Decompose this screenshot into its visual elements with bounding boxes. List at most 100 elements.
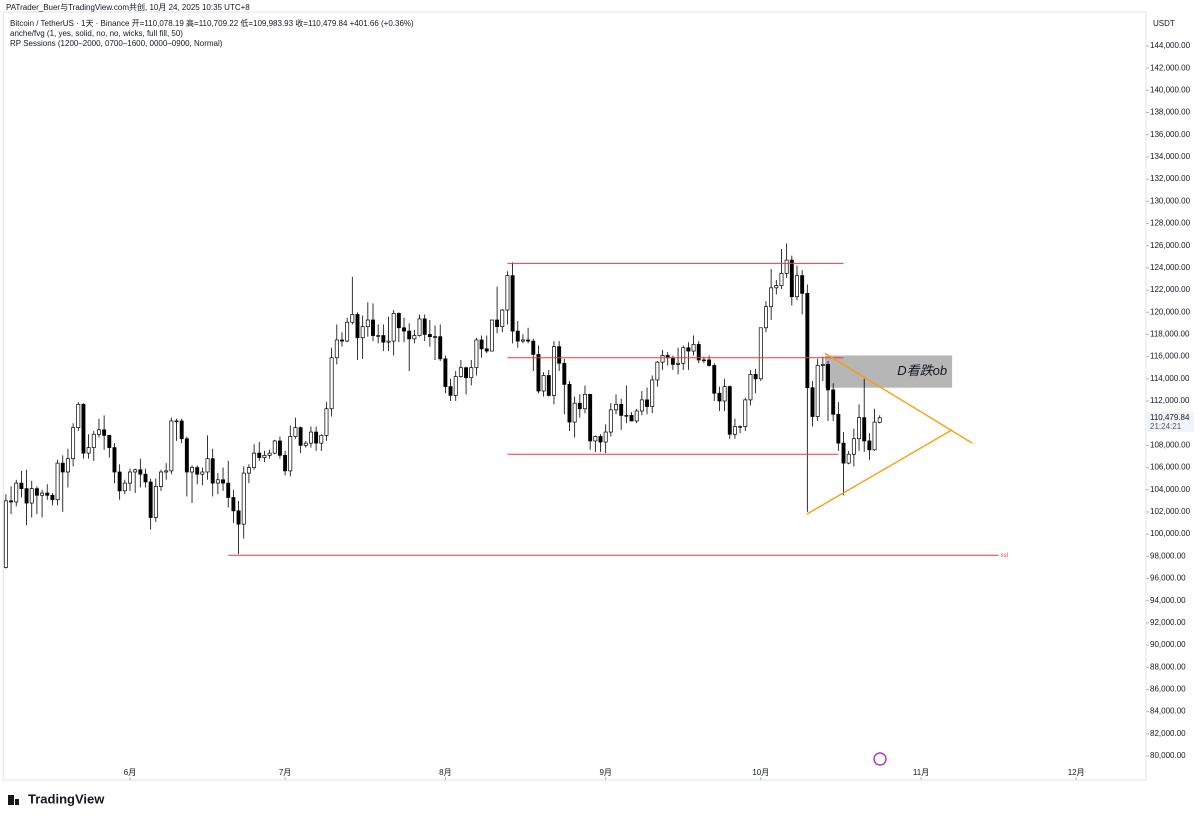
x-tick-label: 10月 — [752, 768, 769, 777]
candle-body — [712, 365, 717, 394]
candle-body — [598, 436, 603, 443]
candle-body — [562, 362, 567, 385]
candle-body — [469, 367, 474, 379]
x-tick-label: 6月 — [124, 768, 136, 777]
x-tick-label: 11月 — [913, 768, 929, 777]
candle-body — [851, 438, 856, 455]
candle-body — [583, 393, 587, 410]
candle-body — [779, 273, 784, 286]
y-tick-label: 100,000.00 — [1150, 529, 1191, 538]
candle-body — [200, 471, 205, 475]
candle-body — [386, 340, 391, 343]
candle-body — [696, 344, 701, 361]
x-tick-label: 9月 — [599, 768, 611, 777]
y-tick-label: 122,000.00 — [1150, 285, 1191, 294]
attribution: PATrader_Buer与TradingView.com共创, 10月 24,… — [6, 2, 250, 12]
candle-body — [624, 415, 629, 417]
candle-body — [179, 420, 184, 440]
candle-body — [298, 427, 303, 446]
candle-body — [112, 447, 117, 473]
y-tick-label: 84,000.00 — [1150, 707, 1186, 716]
candle-body — [593, 436, 598, 442]
candle-body — [159, 471, 163, 487]
symbol-line: Bitcoin / TetherUS · 1天 · Binance 开=110,… — [10, 18, 414, 28]
y-tick-label: 118,000.00 — [1150, 330, 1190, 339]
candle-body — [86, 447, 91, 454]
candle-body — [841, 442, 846, 464]
icon[interactable] — [873, 752, 887, 766]
y-tick-label: 124,000.00 — [1150, 263, 1191, 272]
y-tick-label: 80,000.00 — [1150, 751, 1186, 760]
candle-body — [262, 455, 267, 458]
candle-body — [645, 399, 649, 407]
last-price: 110,479.84 — [1150, 413, 1190, 422]
candle-body — [639, 399, 644, 412]
candle-body — [567, 384, 572, 423]
candle-body — [458, 367, 463, 377]
candle-body — [774, 285, 779, 289]
candle-body — [402, 327, 406, 332]
candle-body — [536, 354, 541, 392]
candle-body — [40, 492, 45, 496]
indicator: RP Sessions (1200–2000, 0700–1600, 0000–… — [10, 39, 223, 48]
candle-body — [515, 330, 520, 342]
candle-body — [681, 347, 686, 364]
candle-body — [748, 374, 753, 401]
y-tick-label: 142,000.00 — [1150, 63, 1191, 72]
candle-body — [267, 452, 272, 456]
candle-body — [784, 259, 789, 274]
candle-body — [97, 429, 101, 435]
candle-body — [24, 488, 29, 504]
candle-body — [608, 409, 613, 433]
y-tick-label: 140,000.00 — [1150, 85, 1191, 94]
level-label: ssl — [1001, 553, 1008, 559]
candle-body — [738, 426, 743, 428]
y-tick-label: 102,000.00 — [1150, 507, 1191, 516]
x-tick-label: 12月 — [1068, 768, 1085, 777]
candle-body — [190, 467, 194, 473]
candle-body — [102, 429, 107, 436]
y-tick-label: 90,000.00 — [1150, 640, 1186, 649]
candle-body — [226, 482, 231, 498]
candle-body — [143, 473, 148, 483]
candle-body — [241, 472, 246, 525]
candle-body — [122, 482, 127, 492]
y-tick-label: 88,000.00 — [1150, 662, 1186, 671]
candle-body — [215, 479, 220, 484]
candle-body — [210, 458, 215, 484]
candle-body — [303, 442, 308, 446]
candle-body — [484, 348, 489, 352]
candle-body — [505, 275, 510, 311]
candle-body — [283, 455, 288, 472]
y-tick-label: 86,000.00 — [1150, 685, 1186, 694]
candle-body — [836, 413, 841, 444]
candle-body — [236, 510, 241, 525]
x-tick-label: 7月 — [279, 768, 291, 777]
candle-body — [329, 357, 334, 410]
trend-line — [806, 429, 953, 515]
candle-body — [862, 417, 867, 442]
candle-body — [91, 433, 96, 448]
candle-body — [686, 347, 691, 352]
candle-body — [588, 393, 593, 442]
y-tick-label: 136,000.00 — [1150, 130, 1191, 139]
order-block-label: D看跌ob — [897, 363, 947, 378]
candle-body — [381, 335, 386, 343]
candle-body — [831, 389, 836, 415]
candle-body — [614, 403, 618, 411]
candle-body — [758, 327, 763, 380]
candle-body — [55, 462, 60, 501]
candle-body — [396, 313, 401, 329]
y-tick-label: 114,000.00 — [1150, 374, 1190, 383]
candle-body — [872, 421, 877, 451]
candle-body — [495, 319, 500, 328]
candle-body — [619, 403, 624, 416]
y-tick-label: 120,000.00 — [1150, 307, 1191, 316]
y-tick-label: 130,000.00 — [1150, 196, 1191, 205]
candle-body — [365, 319, 370, 328]
y-tick-label: 138,000.00 — [1150, 108, 1191, 117]
candle-body — [417, 318, 422, 336]
candle-body — [71, 427, 76, 460]
candle-body — [60, 462, 65, 473]
candle-body — [360, 326, 365, 339]
